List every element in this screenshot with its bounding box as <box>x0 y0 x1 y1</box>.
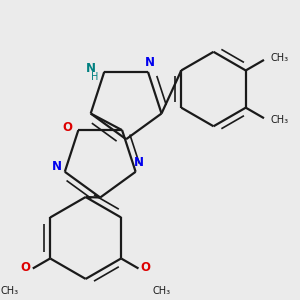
Text: CH₃: CH₃ <box>153 286 171 296</box>
Text: N: N <box>86 62 96 75</box>
Text: CH₃: CH₃ <box>271 53 289 63</box>
Text: CH₃: CH₃ <box>271 115 289 125</box>
Text: O: O <box>141 261 151 274</box>
Text: N: N <box>145 56 154 69</box>
Text: H: H <box>91 72 98 82</box>
Text: N: N <box>52 160 62 173</box>
Text: O: O <box>21 261 31 274</box>
Text: O: O <box>62 121 72 134</box>
Text: CH₃: CH₃ <box>0 286 18 296</box>
Text: N: N <box>134 156 144 169</box>
